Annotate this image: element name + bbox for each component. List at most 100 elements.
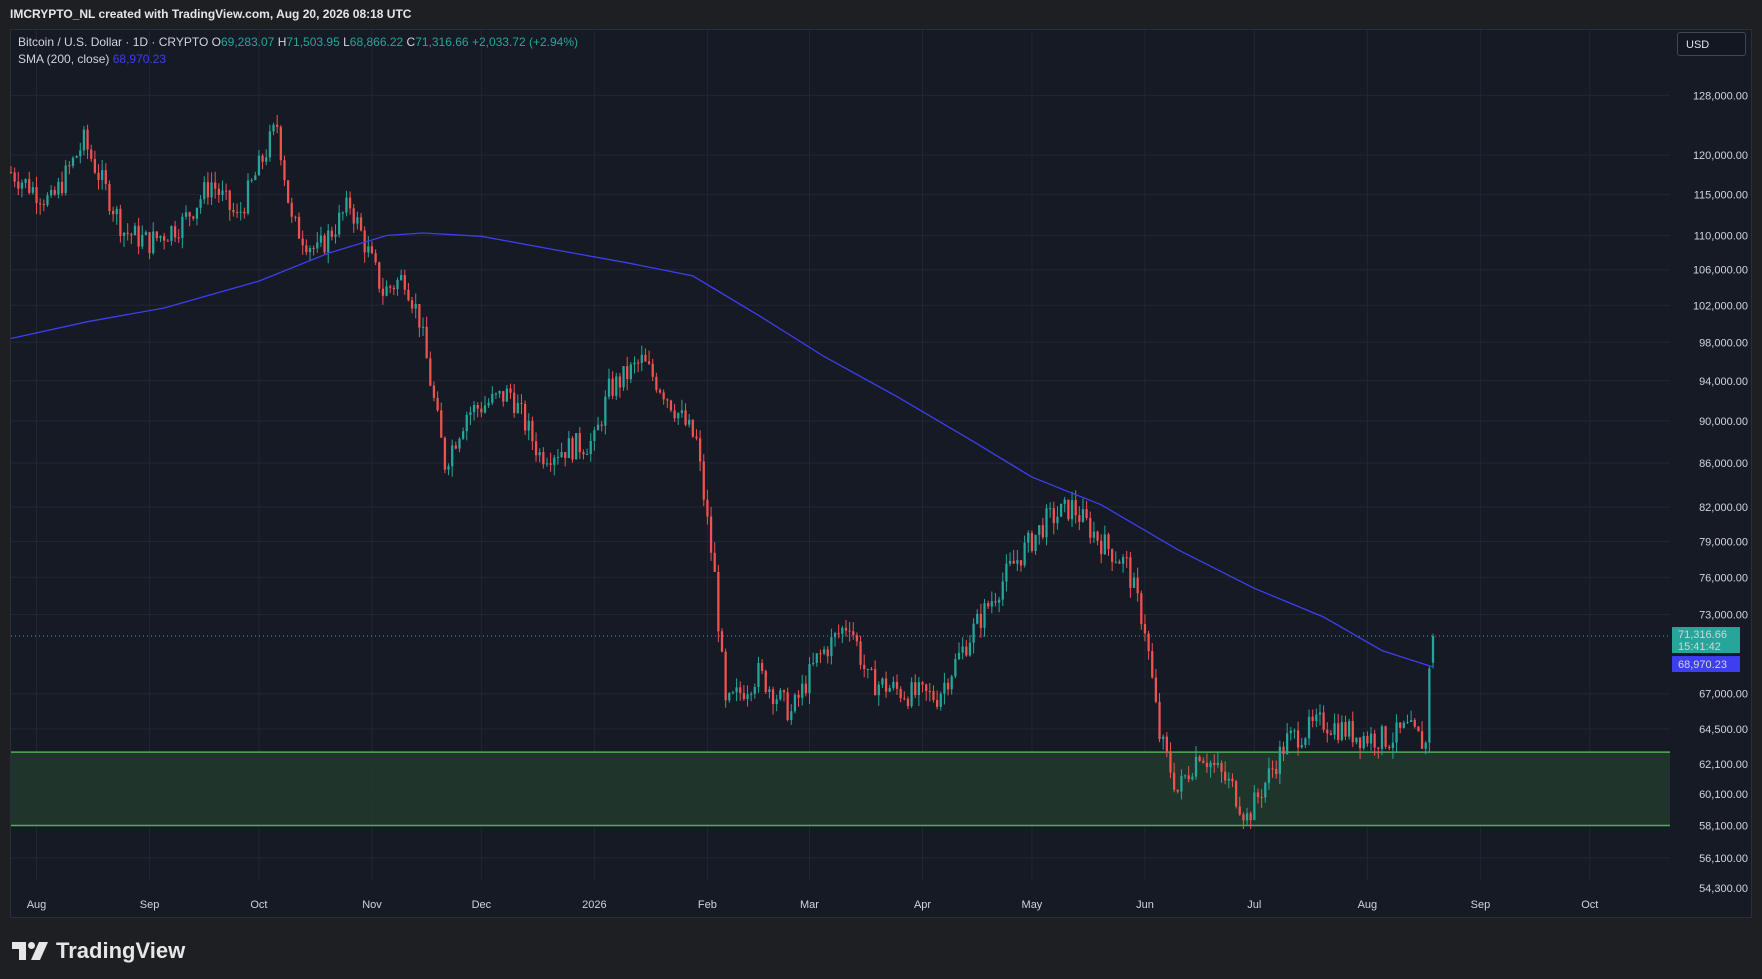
candle-body-up: [888, 687, 891, 692]
x-axis-tick-label: May: [1022, 899, 1043, 911]
y-axis-tick-label: 56,100.00: [1699, 853, 1748, 865]
candle-body-up: [633, 362, 636, 365]
candle-body-down: [235, 212, 239, 214]
candle-body-down: [1213, 762, 1216, 765]
candle-body-up: [75, 156, 78, 158]
candle-body-up: [57, 181, 60, 195]
candle-body-up: [246, 180, 250, 214]
candle-body-down: [928, 690, 931, 692]
sma-200-line: [10, 232, 1434, 668]
candle-body-up: [892, 681, 895, 688]
candle-body-up: [1333, 723, 1336, 735]
candle-body-up: [133, 225, 137, 236]
x-axis-tick-label: Oct: [250, 899, 267, 911]
last-price-countdown: 15:41:42: [1678, 641, 1721, 653]
candle-body-up: [31, 187, 35, 193]
candle-body-down: [290, 202, 293, 217]
candle-body-down: [370, 246, 374, 254]
candle-body-up: [983, 603, 986, 628]
candle-body-down: [863, 664, 866, 669]
candle-body-down: [742, 693, 746, 700]
candle-body-down: [90, 149, 93, 159]
candle-body-up: [556, 456, 560, 458]
candle-body-up: [815, 653, 818, 663]
candle-body-up: [199, 199, 202, 208]
candle-body-up: [498, 391, 501, 394]
candle-body-down: [1205, 762, 1209, 768]
candle-body-down: [542, 452, 545, 465]
candle-body-up: [49, 189, 53, 196]
candle-body-up: [622, 366, 625, 388]
candle-body-up: [1355, 737, 1358, 743]
candle-body-down: [720, 631, 724, 652]
candle-body-down: [534, 441, 538, 456]
candle-body-down: [86, 129, 89, 150]
candle-body-up: [345, 197, 348, 213]
candle-body-down: [1129, 557, 1132, 588]
candle-body-down: [874, 669, 877, 696]
candle-body-down: [852, 631, 855, 636]
candle-body-down: [188, 212, 191, 217]
candle-body-down: [1260, 797, 1263, 799]
candle-body-up: [1348, 721, 1351, 737]
candle-body-up: [1016, 560, 1019, 564]
y-axis-tick-label: 106,000.00: [1693, 265, 1748, 277]
candle-body-down: [1118, 561, 1121, 564]
candle-body-up: [451, 445, 454, 467]
candle-body-up: [607, 378, 611, 397]
candle-body-up: [1216, 762, 1220, 765]
candle-body-down: [702, 461, 705, 500]
candle-body-down: [1220, 762, 1223, 772]
candle-body-down: [173, 226, 177, 238]
candle-body-up: [746, 694, 749, 700]
candle-body-up: [421, 326, 425, 328]
candle-body-down: [1384, 726, 1387, 747]
legend-high: 71,503.95: [286, 35, 340, 49]
candle-body-down: [217, 188, 220, 196]
candle-body-down: [1187, 775, 1190, 780]
candle-body-down: [1420, 731, 1424, 749]
candle-body-down: [104, 170, 107, 185]
candle-body-down: [1030, 532, 1034, 552]
candle-body-down: [108, 184, 111, 211]
candle-body-down: [214, 182, 217, 189]
candle-body-down: [1154, 677, 1158, 702]
candle-body-up: [957, 652, 961, 660]
candle-body-up: [257, 155, 261, 176]
candle-body-down: [695, 436, 698, 439]
currency-selector[interactable]: USD: [1677, 32, 1746, 56]
candle-body-down: [1249, 813, 1252, 821]
candle-body-down: [1085, 509, 1088, 518]
candle-body-down: [403, 275, 406, 290]
candle-body-down: [1377, 747, 1380, 749]
candle-body-down: [1417, 726, 1420, 732]
candle-body-up: [447, 466, 450, 470]
candle-body-down: [68, 165, 71, 167]
candle-body-down: [1143, 624, 1147, 634]
candle-body-up: [1307, 716, 1311, 739]
candle-body-down: [378, 262, 381, 289]
candle-body-down: [1074, 500, 1077, 516]
candle-body-up: [954, 659, 957, 677]
candle-body-down: [848, 630, 851, 632]
y-axis-tick-label: 120,000.00: [1693, 150, 1748, 162]
candle-body-up: [308, 248, 312, 253]
y-axis-tick-label: 102,000.00: [1693, 300, 1748, 312]
candle-body-up: [910, 682, 913, 707]
candle-body-up: [793, 694, 797, 712]
candle-body-down: [1078, 515, 1081, 522]
candle-body-up: [1362, 735, 1365, 749]
candle-body-down: [286, 180, 290, 203]
candle-body-down: [1322, 712, 1325, 730]
candle-body-up: [1005, 563, 1008, 582]
legend-sma-row: SMA (200, close) 68,970.23: [18, 51, 578, 68]
candle-body-up: [731, 692, 735, 694]
sma-price-tag: [1672, 656, 1740, 673]
candle-body-up: [822, 649, 826, 654]
y-axis-tick-label: 115,000.00: [1694, 189, 1748, 201]
candle-body-up: [144, 232, 148, 235]
candle-body-up: [1406, 721, 1409, 723]
candle-body-down: [513, 392, 516, 413]
candle-body-up: [505, 388, 509, 402]
